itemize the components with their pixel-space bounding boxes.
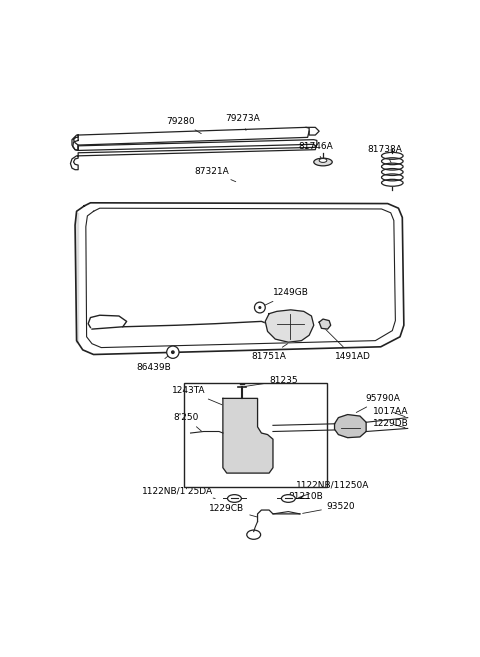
Text: 1491AD: 1491AD: [324, 327, 371, 361]
Ellipse shape: [314, 158, 332, 166]
Ellipse shape: [281, 495, 295, 503]
Text: 81746A: 81746A: [298, 142, 333, 160]
Text: 93520: 93520: [302, 502, 356, 513]
Polygon shape: [265, 310, 314, 342]
Polygon shape: [335, 415, 366, 438]
Text: 1122NB/1'25DA: 1122NB/1'25DA: [142, 486, 215, 499]
Text: 1122NB/11250A: 1122NB/11250A: [296, 481, 370, 497]
Bar: [184, 383, 327, 487]
Polygon shape: [72, 135, 78, 150]
Text: 79273A: 79273A: [225, 114, 260, 131]
Text: 1229CB: 1229CB: [209, 504, 257, 517]
Text: 87321A: 87321A: [194, 167, 236, 182]
Ellipse shape: [319, 158, 327, 162]
Text: 95790A: 95790A: [356, 394, 400, 413]
Text: 81751A: 81751A: [252, 344, 288, 361]
Polygon shape: [223, 398, 273, 473]
Text: 86439B: 86439B: [136, 354, 171, 372]
Polygon shape: [319, 319, 331, 329]
Circle shape: [171, 350, 175, 354]
Text: 1017AA: 1017AA: [373, 407, 408, 417]
Ellipse shape: [228, 495, 241, 503]
Polygon shape: [78, 140, 317, 156]
Circle shape: [254, 302, 265, 313]
Text: 1249GB: 1249GB: [263, 288, 309, 306]
Text: 1243TA: 1243TA: [171, 386, 232, 409]
Ellipse shape: [247, 530, 261, 539]
Text: 1229DB: 1229DB: [373, 419, 409, 428]
Text: 79280: 79280: [166, 117, 201, 133]
Text: 81235: 81235: [245, 376, 298, 386]
Polygon shape: [71, 156, 78, 170]
Text: 81210B: 81210B: [288, 491, 323, 501]
Circle shape: [258, 306, 262, 309]
Text: 8'250: 8'250: [173, 413, 202, 431]
Circle shape: [167, 346, 179, 358]
Text: 81738A: 81738A: [367, 145, 402, 162]
Polygon shape: [73, 127, 309, 150]
